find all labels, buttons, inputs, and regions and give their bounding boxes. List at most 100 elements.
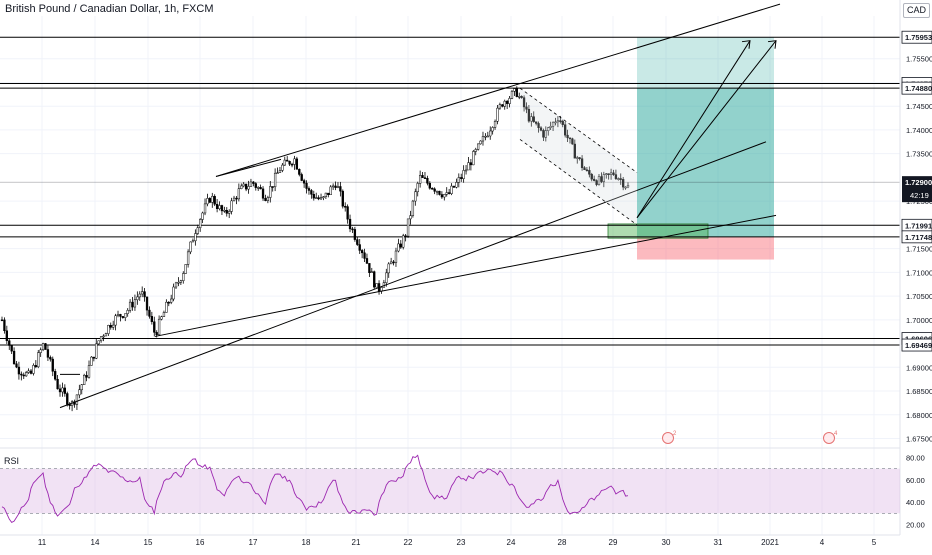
candle-body	[276, 172, 279, 174]
channel-fill	[520, 88, 637, 225]
candle-body	[510, 91, 514, 99]
candle-body	[302, 180, 306, 184]
trendline[interactable]	[59, 141, 767, 409]
candle-body	[174, 282, 178, 288]
trendline[interactable]	[215, 3, 781, 177]
candle-body	[80, 384, 83, 391]
level-tag	[901, 230, 932, 244]
candle-body	[460, 177, 463, 179]
trendline[interactable]	[636, 40, 751, 219]
candle-body	[20, 373, 23, 376]
candle-body	[83, 375, 86, 385]
candle-body	[433, 188, 436, 192]
channel-line[interactable]	[519, 139, 638, 226]
y-tick-label: 1.68000	[906, 411, 932, 420]
candle-body	[365, 258, 369, 264]
candle-body	[397, 243, 400, 252]
candle-body	[619, 178, 622, 180]
candle-body	[165, 301, 168, 313]
candle-body	[580, 158, 584, 168]
candle-body	[409, 215, 412, 220]
candle-body	[368, 263, 371, 273]
candle-body	[312, 194, 315, 199]
candle-body	[476, 143, 480, 150]
candle-body	[493, 121, 497, 128]
marker-label: 2	[673, 431, 677, 437]
x-tick-label: 18	[302, 538, 311, 547]
candle-body	[438, 190, 441, 195]
currency-badge[interactable]: CAD	[903, 3, 930, 18]
dividend-marker-icon[interactable]	[823, 432, 835, 444]
dividend-marker-icon[interactable]	[662, 432, 674, 444]
candle-body	[295, 158, 299, 170]
candle-body	[131, 301, 134, 308]
candle-body	[331, 185, 335, 188]
trendline[interactable]	[367, 214, 777, 295]
candle-body	[571, 138, 574, 145]
x-tick-label: 22	[404, 538, 413, 547]
candle-body	[143, 291, 146, 298]
candle-body	[588, 170, 591, 175]
candle-body	[215, 203, 219, 210]
x-tick-label: 2021	[761, 538, 779, 547]
candle-body	[116, 314, 120, 317]
countdown-label: 42:19	[910, 191, 929, 200]
candle-body	[336, 186, 340, 188]
candle-body	[5, 330, 8, 341]
x-tick-label: 11	[38, 538, 47, 547]
trendline[interactable]	[154, 293, 369, 337]
candle-body	[155, 332, 158, 336]
candle-body	[247, 186, 250, 190]
x-tick-label: 31	[714, 538, 723, 547]
candle-body	[264, 198, 267, 201]
x-tick-label: 30	[662, 538, 671, 547]
candle-body	[75, 394, 79, 405]
candle-body	[172, 286, 175, 300]
candle-body	[22, 374, 25, 377]
candle-body	[3, 319, 6, 331]
candle-body	[590, 174, 593, 180]
candle-body	[109, 325, 112, 328]
trendline[interactable]	[215, 158, 282, 177]
marker-label: 4	[834, 431, 838, 437]
candle-body	[566, 134, 569, 139]
candle-body	[85, 375, 88, 378]
candle-body	[25, 372, 28, 377]
candle-body	[220, 205, 224, 212]
candle-body	[39, 349, 42, 353]
candle-body	[498, 104, 502, 109]
candle-body	[92, 356, 95, 359]
candle-body	[27, 370, 30, 373]
candle-body	[334, 185, 337, 188]
level-label: 1.71991	[905, 221, 932, 230]
candle-body	[244, 183, 248, 190]
candle-body	[54, 371, 57, 380]
candle-body	[56, 378, 59, 390]
target-zone	[637, 37, 774, 89]
candle-body	[617, 178, 620, 180]
candle-body	[317, 197, 320, 200]
candle-body	[254, 183, 257, 188]
trendline[interactable]	[636, 40, 777, 219]
y-tick-label: 1.70500	[906, 292, 932, 301]
candle-body	[257, 187, 260, 189]
x-tick-label: 28	[558, 538, 567, 547]
candle-body	[87, 365, 91, 378]
candle-body	[353, 229, 357, 240]
level-tag	[901, 338, 932, 352]
candle-body	[319, 197, 323, 200]
candle-body	[547, 127, 550, 131]
candle-body	[373, 271, 376, 288]
channel-line[interactable]	[519, 87, 638, 173]
candle-body	[307, 188, 311, 191]
candle-body	[348, 218, 352, 230]
candle-body	[346, 206, 349, 220]
candle-body	[261, 188, 265, 199]
candle-body	[392, 261, 395, 264]
y-tick-label: 1.71000	[906, 268, 932, 277]
candle-body	[389, 261, 393, 265]
candle-body	[128, 301, 132, 311]
level-tag	[901, 30, 932, 44]
candle-body	[322, 196, 325, 198]
